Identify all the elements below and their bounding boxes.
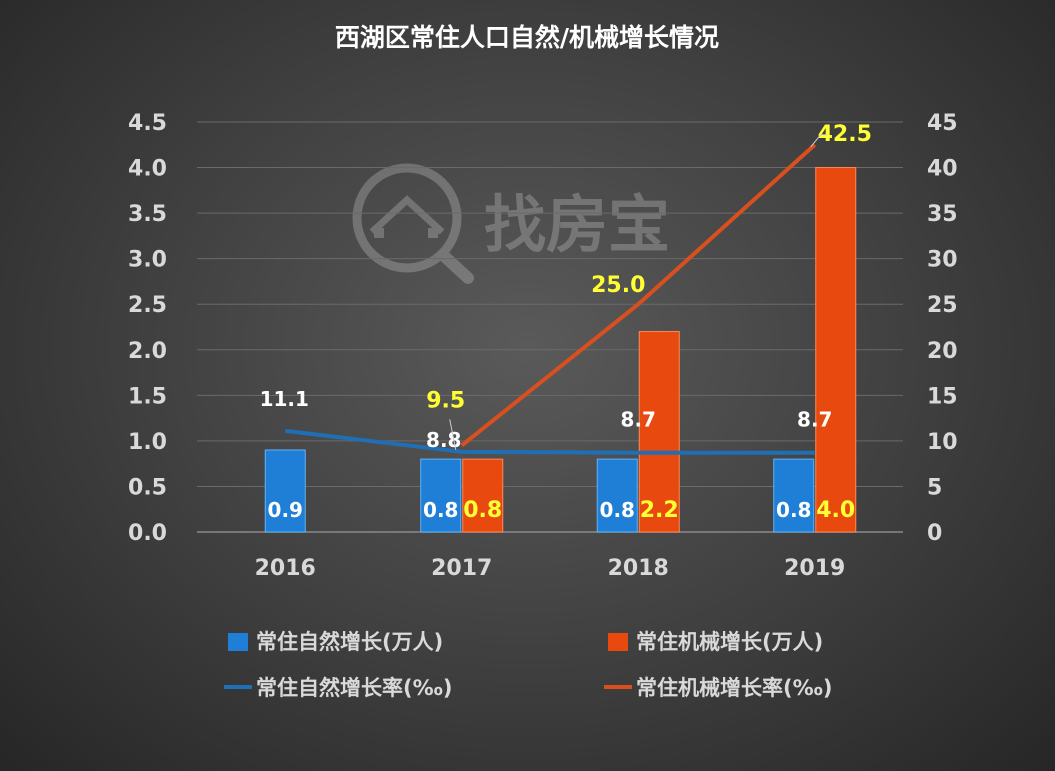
bar-mechanical-growth [638,331,680,533]
bar-label-natural: 0.8 [600,498,635,522]
y-left-tick-label: 4.0 [128,157,167,182]
line-natural-growth-rate [285,428,815,455]
y-left-tick-label: 0.5 [128,475,167,500]
bar-natural-growth [596,458,638,533]
bar-natural-growth [773,458,815,533]
bar-label-natural: 0.9 [268,498,303,522]
line-label-natural-rate: 8.8 [426,428,461,452]
y-left-tick-label: 1.5 [128,384,167,409]
legend-natural-growth-swatch [228,633,248,651]
line-label-natural-rate: 8.7 [621,408,656,432]
y-right-tick-label: 10 [927,430,958,455]
bar-natural-growth [264,449,306,533]
y-right-tick-label: 25 [927,293,958,318]
line-label-natural-rate: 11.1 [260,387,309,411]
y-right-tick-label: 20 [927,339,958,364]
chart-title: 西湖区常住人口自然/机械增长情况 [335,23,719,52]
watermark-logo: 找房宝 [352,163,670,284]
bar-natural-growth [420,458,462,533]
y-left-tick-label: 2.0 [128,339,167,364]
legend-natural-growth-rate-label: 常住自然增长率(‰) [256,676,452,700]
line-mechanical-growth-rate [460,143,817,448]
bar-label-natural: 0.8 [776,498,811,522]
y-right-tick-label: 30 [927,248,958,273]
legend-mechanical-growth-swatch [608,633,628,651]
y-right-tick-label: 35 [927,202,958,227]
x-tick-label: 2016 [255,556,316,581]
y-right-tick-label: 15 [927,384,958,409]
y-right-tick-label: 40 [927,157,958,182]
y-right-tick-label: 0 [927,521,942,546]
x-tick-label: 2017 [431,556,492,581]
bar-label-mechanical: 2.2 [640,498,679,523]
legend-natural-growth-label: 常住自然增长(万人) [256,630,443,654]
bar-mechanical-growth [462,458,504,533]
y-left-tick-label: 2.5 [128,293,167,318]
y-right-tick-label: 45 [927,111,958,136]
y-left-tick-label: 1.0 [128,430,167,455]
bar-label-mechanical: 4.0 [816,498,855,523]
label-leader-line [449,419,457,450]
bar-mechanical-growth [815,167,857,533]
line-label-natural-rate: 8.7 [797,408,832,432]
legend-mechanical-growth-rate-label: 常住机械增长率(‰) [636,676,832,700]
line-label-mechanical-rate: 9.5 [426,388,465,413]
line-label-mechanical-rate: 25.0 [591,273,645,298]
y-right-tick-label: 5 [927,475,942,500]
label-leader-line [810,134,827,148]
y-left-tick-label: 3.5 [128,202,167,227]
bar-label-mechanical: 0.8 [463,498,502,523]
bar-label-natural: 0.8 [423,498,458,522]
y-left-tick-label: 0.0 [128,521,167,546]
watermark-text: 找房宝 [484,188,670,261]
y-left-tick-label: 3.0 [128,248,167,273]
x-tick-label: 2019 [784,556,845,581]
x-tick-label: 2018 [608,556,669,581]
y-left-tick-label: 4.5 [128,111,167,136]
legend-mechanical-growth-label: 常住机械增长(万人) [636,630,823,654]
